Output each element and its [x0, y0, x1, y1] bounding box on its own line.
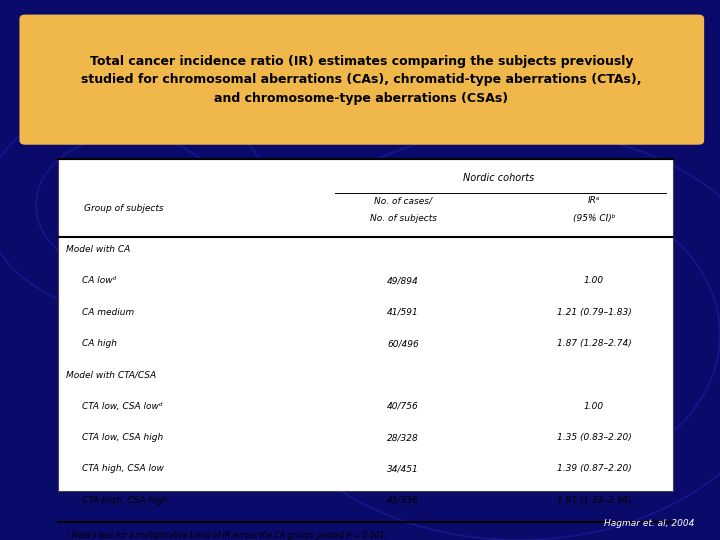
- Text: 34/451: 34/451: [387, 464, 419, 474]
- Text: CTA high, CSA low: CTA high, CSA low: [82, 464, 164, 474]
- Text: Model with CTA/CSA: Model with CTA/CSA: [66, 370, 156, 380]
- Text: IRᵃ: IRᵃ: [588, 196, 600, 205]
- Text: No. of cases/: No. of cases/: [374, 196, 432, 205]
- Text: 41/336: 41/336: [387, 496, 419, 505]
- Text: CA medium: CA medium: [82, 308, 135, 317]
- Text: CTA high, CSA high: CTA high, CSA high: [82, 496, 168, 505]
- Text: 1.87 (1.28–2.74): 1.87 (1.28–2.74): [557, 339, 631, 348]
- Text: CA lowᵈ: CA lowᵈ: [82, 276, 117, 286]
- Text: 1.35 (0.83–2.20): 1.35 (0.83–2.20): [557, 433, 631, 442]
- Text: 1.00: 1.00: [584, 276, 604, 286]
- Text: No. of subjects: No. of subjects: [369, 214, 437, 223]
- Text: Model with CA: Model with CA: [66, 245, 130, 254]
- Text: 28/328: 28/328: [387, 433, 419, 442]
- Text: 49/894: 49/894: [387, 276, 419, 286]
- FancyBboxPatch shape: [19, 15, 704, 145]
- Text: Nordic cohorts: Nordic cohorts: [463, 173, 534, 183]
- Text: Hagmar et. al, 2004: Hagmar et. al, 2004: [604, 519, 695, 528]
- Text: Total cancer incidence ratio (IR) estimates comparing the subjects previously
st: Total cancer incidence ratio (IR) estima…: [81, 55, 642, 105]
- Text: 60/496: 60/496: [387, 339, 419, 348]
- Text: 1.91 (1.23–2.96): 1.91 (1.23–2.96): [557, 496, 631, 505]
- Text: 41/591: 41/591: [387, 308, 419, 317]
- Text: 1.21 (0.79–1.83): 1.21 (0.79–1.83): [557, 308, 631, 317]
- Text: ᵃ Wald’s test for a multiplicative trend of IR across the CA groups yielded P = : ᵃ Wald’s test for a multiplicative trend…: [66, 531, 387, 540]
- Text: 40/756: 40/756: [387, 402, 419, 411]
- Text: 1.39 (0.87–2.20): 1.39 (0.87–2.20): [557, 464, 631, 474]
- Text: CA high: CA high: [82, 339, 117, 348]
- Text: CTA low, CSA lowᵈ: CTA low, CSA lowᵈ: [82, 402, 163, 411]
- Text: CTA low, CSA high: CTA low, CSA high: [82, 433, 163, 442]
- Text: 1.00: 1.00: [584, 402, 604, 411]
- Bar: [58, 159, 673, 491]
- Text: Group of subjects: Group of subjects: [84, 204, 163, 213]
- Text: (95% CI)ᵇ: (95% CI)ᵇ: [572, 214, 616, 223]
